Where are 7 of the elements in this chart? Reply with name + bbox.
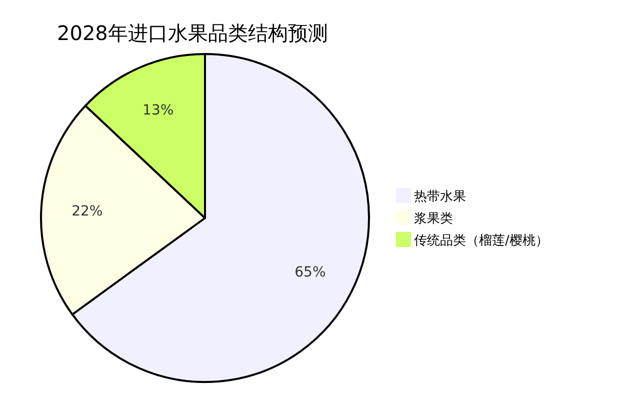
- slice-label: 热带水果: [414, 190, 466, 204]
- legend-label: 传统品类（榴莲/樱桃）: [414, 234, 548, 248]
- legend-label: 浆果类: [414, 212, 453, 226]
- chart-title: 2028年进口水果品类结构预测: [57, 21, 328, 45]
- data-label: 65%: [294, 264, 326, 281]
- data-label: 22%: [72, 204, 103, 220]
- data-label: 13%: [142, 102, 174, 119]
